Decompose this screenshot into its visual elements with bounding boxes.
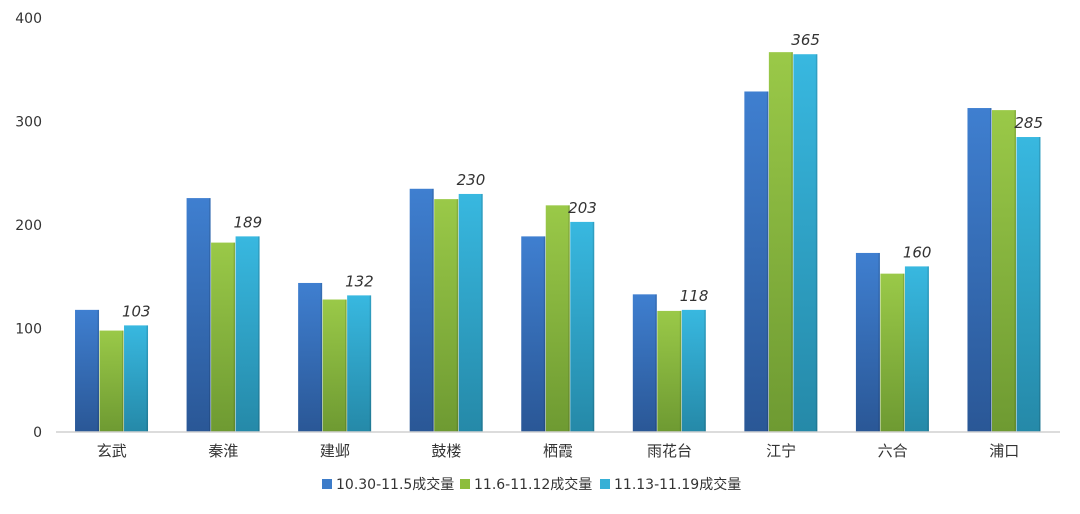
bar-shade xyxy=(815,54,818,432)
bar-shade xyxy=(791,52,793,432)
legend: 10.30-11.5成交量 11.6-11.12成交量 11.13-11.19成交量 xyxy=(322,476,741,493)
bar-3-雨花台 xyxy=(681,309,706,432)
legend-swatch-2 xyxy=(460,479,470,489)
y-tick-label: 400 xyxy=(15,11,42,27)
bar-2-秦淮 xyxy=(211,242,236,432)
bar-2-玄武 xyxy=(99,330,124,432)
y-tick-label: 0 xyxy=(33,425,42,441)
bar-shade xyxy=(432,188,434,432)
data-label: 118 xyxy=(680,287,709,305)
bar-1-玄武 xyxy=(75,309,100,432)
x-axis: 玄武 秦淮 建邺 鼓楼 栖霞 雨花台 江宁 六合 浦口 xyxy=(97,442,1019,460)
bar-shade xyxy=(209,198,211,432)
bar-2-栖霞 xyxy=(545,205,570,432)
x-tick-label: 雨花台 xyxy=(647,442,692,460)
y-axis: 0 100 200 300 400 xyxy=(15,11,42,441)
data-labels: 103 189 132 230 203 118 365 160 285 xyxy=(122,31,1043,320)
legend-label-2: 11.6-11.12成交量 xyxy=(474,476,592,493)
bar-shade xyxy=(543,236,546,432)
y-tick-label: 300 xyxy=(15,115,42,131)
bar-1-建邺 xyxy=(298,282,323,432)
bar-2-建邺 xyxy=(322,299,347,432)
bar-3-建邺 xyxy=(347,295,372,432)
x-tick-label: 六合 xyxy=(878,442,908,460)
bar-2-鼓楼 xyxy=(434,199,459,432)
bar-shade xyxy=(766,91,769,433)
data-label: 365 xyxy=(791,31,820,49)
bar-2-浦口 xyxy=(991,110,1016,433)
y-tick-label: 200 xyxy=(15,218,42,234)
bar-shade xyxy=(233,242,236,432)
bar-3-鼓楼 xyxy=(458,193,483,432)
bar-3-六合 xyxy=(904,266,929,432)
bar-shade xyxy=(927,266,929,432)
bar-shade xyxy=(1014,110,1016,433)
bar-shade xyxy=(878,252,880,432)
x-tick-label: 浦口 xyxy=(989,442,1019,460)
bar-1-浦口 xyxy=(967,108,992,433)
bar-shade xyxy=(122,330,124,432)
bar-shade xyxy=(481,193,483,432)
bar-1-江宁 xyxy=(744,91,769,433)
bar-3-江宁 xyxy=(793,54,818,432)
bar-3-栖霞 xyxy=(570,221,595,432)
bar-3-秦淮 xyxy=(235,236,260,432)
data-label: 103 xyxy=(122,302,151,320)
data-label: 189 xyxy=(234,213,263,231)
bar-shade xyxy=(258,236,260,432)
legend-label-3: 11.13-11.19成交量 xyxy=(614,476,741,493)
bar-2-六合 xyxy=(880,273,905,432)
data-label: 203 xyxy=(568,199,597,217)
legend-swatch-1 xyxy=(322,479,332,489)
bar-shade xyxy=(679,310,682,432)
bar-1-秦淮 xyxy=(186,198,211,432)
bar-shade xyxy=(592,221,595,432)
x-tick-label: 鼓楼 xyxy=(431,442,461,460)
bar-shade xyxy=(320,282,323,432)
bar-shade xyxy=(989,108,992,433)
bar-shade xyxy=(704,309,706,432)
legend-swatch-3 xyxy=(600,479,610,489)
legend-label-1: 10.30-11.5成交量 xyxy=(336,476,454,493)
bar-3-浦口 xyxy=(1016,137,1041,432)
bar-1-栖霞 xyxy=(521,236,546,432)
bar-shade xyxy=(568,205,570,432)
x-tick-label: 江宁 xyxy=(766,442,796,460)
bar-1-六合 xyxy=(855,252,880,432)
x-tick-label: 建邺 xyxy=(320,442,350,460)
data-label: 160 xyxy=(903,243,932,261)
data-label: 132 xyxy=(345,272,374,290)
x-tick-label: 玄武 xyxy=(97,442,127,460)
bar-shade xyxy=(456,199,459,432)
data-label: 230 xyxy=(457,171,486,189)
bar-2-江宁 xyxy=(768,52,793,432)
data-label: 285 xyxy=(1014,114,1043,132)
x-tick-label: 秦淮 xyxy=(208,442,238,460)
bar-shade xyxy=(146,325,149,432)
y-tick-label: 100 xyxy=(15,322,42,338)
bar-shade xyxy=(97,309,100,432)
bar-shade xyxy=(1038,137,1041,432)
bar-3-玄武 xyxy=(124,325,149,432)
bar-shade xyxy=(902,273,905,432)
bars xyxy=(75,52,1041,433)
bar-shade xyxy=(369,295,372,432)
bar-1-雨花台 xyxy=(632,294,657,432)
x-tick-label: 栖霞 xyxy=(543,442,573,460)
bar-1-鼓楼 xyxy=(409,188,434,432)
bar-shade xyxy=(345,299,347,432)
bar-2-雨花台 xyxy=(657,310,682,432)
bar-shade xyxy=(655,294,657,432)
